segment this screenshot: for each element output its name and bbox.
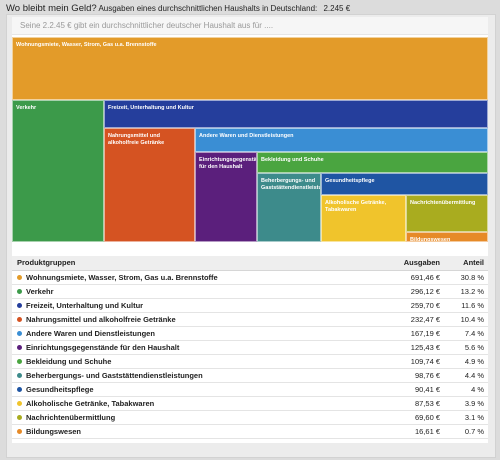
row-group-name: Nahrungsmittel und alkoholfreie Getränke (26, 315, 176, 324)
legend-dot-icon (17, 317, 22, 322)
treemap-tile[interactable]: Verkehr (12, 100, 104, 242)
row-group-name: Beherbergungs- und Gaststättendienstleis… (26, 371, 203, 380)
legend-dot-icon (17, 429, 22, 434)
legend-dot-icon (17, 359, 22, 364)
chart-total: 2.245 € (323, 4, 351, 13)
table-row[interactable]: Bekleidung und Schuhe 109,74 € 4.9 % (12, 355, 488, 369)
table-row[interactable]: Wohnungsmiete, Wasser, Strom, Gas u.a. B… (12, 271, 488, 285)
legend-dot-icon (17, 387, 22, 392)
table-row[interactable]: Alkoholische Getränke, Tabakwaren 87,53 €… (12, 397, 488, 411)
row-share: 11.6 % (461, 301, 484, 310)
legend-dot-icon (17, 331, 22, 336)
treemap-tile-label: Alkoholische Getränke, Tabakwaren (325, 200, 387, 213)
legend-dot-icon (17, 289, 22, 294)
row-share: 10.4 % (460, 315, 484, 324)
legend-dot-icon (17, 373, 22, 378)
table-row[interactable]: Andere Waren und Dienstleistungen 167,19 … (12, 327, 488, 341)
row-amount: 125,43 € (410, 343, 440, 352)
treemap-tile[interactable]: Wohnungsmiete, Wasser, Strom, Gas u.a. B… (12, 37, 488, 100)
row-group-name: Freizeit, Unterhaltung und Kultur (26, 301, 144, 310)
row-amount: 98,76 € (414, 371, 440, 380)
treemap-tile-label: Verkehr (16, 105, 37, 111)
treemap-tile-label: Bildungswesen (410, 237, 451, 242)
row-share: 4.4 % (464, 371, 484, 380)
row-amount: 232,47 € (410, 315, 440, 324)
row-amount: 90,41 € (414, 385, 440, 394)
treemap-tile[interactable]: Bildungswesen (406, 232, 488, 242)
row-share: 5.6 % (464, 343, 484, 352)
treemap-tile[interactable]: Nahrungsmittel und alkoholfreie Getränke (104, 128, 195, 242)
treemap-tile-label: Freizeit, Unterhaltung und Kultur (108, 105, 194, 111)
treemap-tile-label: Andere Waren und Dienstleistungen (199, 133, 294, 139)
treemap-tile[interactable]: Bekleidung und Schuhe (257, 152, 488, 173)
table-row[interactable]: Beherbergungs- und Gaststättendienstleis… (12, 369, 488, 383)
row-amount: 109,74 € (410, 357, 440, 366)
row-amount: 16,61 € (414, 427, 440, 436)
row-group-name: Einrichtungsgegenstände für den Haushalt (26, 343, 180, 352)
row-group-name: Wohnungsmiete, Wasser, Strom, Gas u.a. B… (26, 273, 218, 282)
treemap-tile-label: Einrichtungsgegenstände für den Haushalt (199, 157, 257, 170)
table-row[interactable]: Verkehr 296,12 € 13.2 % (12, 285, 488, 299)
row-group-name: Gesundheitspflege (26, 385, 94, 394)
row-group-name: Bekleidung und Schuhe (26, 357, 112, 366)
treemap-tile[interactable]: Beherbergungs- und Gaststättendienstleis… (257, 173, 321, 242)
row-share: 3.1 % (464, 413, 484, 422)
chart-title: Wo bleibt mein Geld? (6, 3, 97, 14)
row-share: 3.9 % (464, 399, 484, 408)
col-header-amount: Ausgaben (403, 258, 440, 267)
treemap: Wohnungsmiete, Wasser, Strom, Gas u.a. B… (12, 37, 488, 242)
col-header-share: Anteil (463, 258, 484, 267)
treemap-tile-label: Nahrungsmittel und alkoholfreie Getränke (108, 133, 165, 146)
col-header-group: Produktgruppen (17, 258, 76, 267)
row-share: 30.8 % (460, 273, 484, 282)
legend-dot-icon (17, 415, 22, 420)
legend-dot-icon (17, 275, 22, 280)
treemap-tile[interactable]: Gesundheitspflege (321, 173, 488, 195)
row-amount: 296,12 € (410, 287, 440, 296)
row-group-name: Andere Waren und Dienstleistungen (26, 329, 155, 338)
row-group-name: Bildungswesen (26, 427, 82, 436)
table-row[interactable]: Einrichtungsgegenstände für den Haushalt… (12, 341, 488, 355)
treemap-tile[interactable]: Einrichtungsgegenstände für den Haushalt (195, 152, 257, 242)
row-share: 13.2 % (460, 287, 484, 296)
chart-description: Ausgaben eines durchschnittlichen Hausha… (98, 4, 318, 13)
treemap-tile-label: Wohnungsmiete, Wasser, Strom, Gas u.a. B… (16, 42, 157, 48)
row-group-name: Alkoholische Getränke, Tabakwaren (26, 399, 155, 408)
row-amount: 167,19 € (410, 329, 440, 338)
row-group-name: Nachrichtenübermittlung (26, 413, 116, 422)
table-row[interactable]: Nahrungsmittel und alkoholfreie Getränke… (12, 313, 488, 327)
treemap-tile-label: Bekleidung und Schuhe (261, 157, 324, 163)
row-share: 0.7 % (464, 427, 484, 436)
row-share: 4.9 % (464, 357, 484, 366)
table-row[interactable]: Nachrichtenübermittlung 69,60 € 3.1 % (12, 411, 488, 425)
row-share: 7.4 % (464, 329, 484, 338)
treemap-tile[interactable]: Andere Waren und Dienstleistungen (195, 128, 488, 152)
row-amount: 259,70 € (410, 301, 440, 310)
table-row[interactable]: Bildungswesen 16,61 € 0.7 % (12, 425, 488, 439)
row-amount: 691,46 € (410, 273, 440, 282)
row-group-name: Verkehr (26, 287, 54, 296)
legend-dot-icon (17, 345, 22, 350)
table-row[interactable]: Gesundheitspflege 90,41 € 4 % (12, 383, 488, 397)
treemap-tile-label: Nachrichtenübermittlung (410, 200, 476, 206)
chart-subtitle: Seine 2.2.45 € gibt ein durchschnittlich… (12, 17, 488, 35)
row-amount: 87,53 € (414, 399, 440, 408)
chart-header: Wo bleibt mein Geld? Ausgaben eines durc… (6, 3, 496, 17)
table-row[interactable]: Freizeit, Unterhaltung und Kultur 259,70 … (12, 299, 488, 313)
table-header-row: Produktgruppen Ausgaben Anteil (12, 256, 488, 271)
treemap-tile[interactable]: Alkoholische Getränke, Tabakwaren (321, 195, 406, 242)
treemap-tile[interactable]: Nachrichtenübermittlung (406, 195, 488, 232)
expenses-table: Produktgruppen Ausgaben Anteil Wohnungsm… (12, 256, 488, 439)
treemap-tile-label: Gesundheitspflege (325, 178, 375, 184)
row-share: 4 % (471, 385, 484, 394)
row-amount: 69,60 € (414, 413, 440, 422)
treemap-tile[interactable]: Freizeit, Unterhaltung und Kultur (104, 100, 488, 128)
treemap-tile-label: Beherbergungs- und Gaststättendienstleis… (261, 178, 320, 191)
legend-dot-icon (17, 401, 22, 406)
legend-dot-icon (17, 303, 22, 308)
